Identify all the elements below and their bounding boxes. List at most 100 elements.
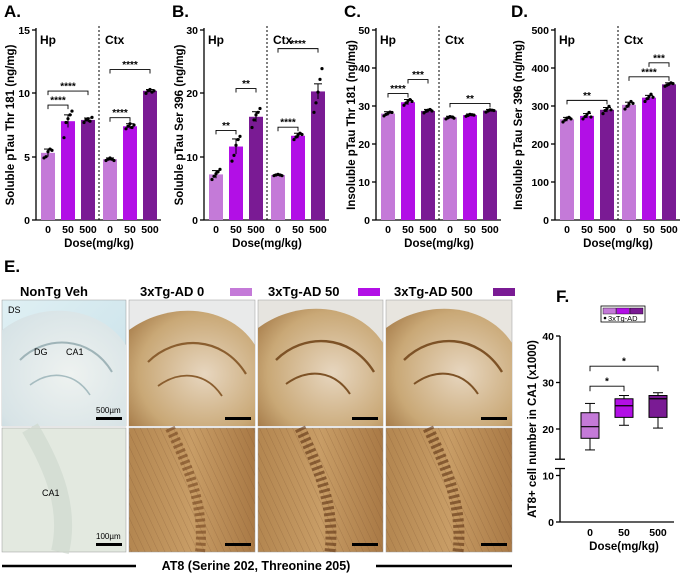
chart-b-bar bbox=[229, 146, 243, 220]
chart-d-data-point bbox=[585, 112, 589, 116]
chart-d-data-point bbox=[563, 118, 567, 122]
chart-c-ytick-label: 0 bbox=[364, 215, 370, 227]
chart-c-ylabel: Insoluble pTau Thr 181 (ng/mg) bbox=[346, 40, 358, 210]
chart-c-bar bbox=[401, 102, 415, 220]
chart-c-sig-bracket bbox=[387, 93, 409, 98]
chart-a-data-point bbox=[70, 109, 74, 113]
chart-b-sig-bracket bbox=[277, 48, 319, 53]
label-dg: DG bbox=[34, 347, 48, 357]
chart-b-data-point bbox=[218, 167, 222, 171]
chart-f-legend-swatch bbox=[629, 307, 644, 315]
chart-c-ytick-label: 40 bbox=[358, 63, 370, 75]
chart-a-xtick-label: 500 bbox=[79, 224, 97, 236]
chart-a-sig-label: **** bbox=[50, 96, 66, 107]
chart-f-legend-swatch bbox=[616, 307, 630, 315]
chart-b-data-point bbox=[252, 118, 256, 122]
chart-a-sig-label: **** bbox=[60, 82, 76, 93]
label-ca1-zoom: CA1 bbox=[42, 488, 60, 498]
header-3xtg-0: 3xTg-AD 0 bbox=[140, 284, 204, 299]
chart-c-bar bbox=[421, 110, 435, 220]
chart-a-ytick-label: 15 bbox=[18, 25, 30, 37]
chart-a-bar bbox=[123, 126, 137, 220]
chart-d-ytick-label: 500 bbox=[531, 25, 549, 37]
chart-d-data-point bbox=[603, 108, 607, 113]
chart-c-sig-label: **** bbox=[390, 84, 406, 95]
chart-b-data-point bbox=[318, 77, 322, 81]
chart-b-sig-label: ** bbox=[242, 79, 250, 90]
chart-a-ylabel: Soluble pTau Thr 181 (ng/mg) bbox=[5, 44, 17, 205]
chart-a-xlabel: Dose(mg/kg) bbox=[64, 238, 134, 250]
header-3xtg-50: 3xTg-AD 50 bbox=[268, 284, 340, 299]
panel-letter-a: A. bbox=[4, 2, 21, 21]
chart-d-region-hp: Hp bbox=[559, 33, 575, 47]
chart-d-sig-label: ** bbox=[583, 91, 591, 102]
scale-label-100um: 100µm bbox=[96, 532, 121, 541]
chart-b-data-point bbox=[254, 113, 258, 117]
chart-a-data-point bbox=[112, 158, 116, 163]
chart-a-sig-bracket bbox=[47, 90, 89, 96]
chart-a-ytick-label: 10 bbox=[18, 88, 30, 100]
chart-b-data-point bbox=[256, 110, 260, 114]
chart-a-sig-bracket bbox=[47, 104, 69, 110]
chart-c-ytick-label: 50 bbox=[358, 25, 370, 37]
chart-d-xtick-label: 500 bbox=[660, 224, 678, 236]
chart-f-sig-bracket bbox=[589, 365, 659, 372]
scale-bar-3xtg0-overview bbox=[225, 417, 251, 420]
chart-d-bar bbox=[642, 97, 656, 220]
chart-d-data-point bbox=[627, 102, 631, 106]
chart-a-sig-bracket bbox=[109, 69, 151, 74]
chart-b-data-point bbox=[296, 133, 300, 137]
chart-b-data-point bbox=[314, 101, 318, 105]
chart-b-data-point bbox=[234, 143, 238, 147]
chart-f-box bbox=[648, 395, 668, 418]
chart-a-xtick-label: 0 bbox=[45, 224, 51, 236]
chart-d-data-point bbox=[609, 108, 613, 112]
chart-c-bar bbox=[483, 110, 497, 220]
chart-b-xtick-label: 50 bbox=[292, 224, 304, 236]
panel-letter-b: B. bbox=[172, 2, 189, 21]
chart-d-xtick-label: 50 bbox=[581, 224, 593, 236]
chart-f-ytick-label: 30 bbox=[542, 378, 554, 390]
chart-c-data-point bbox=[408, 97, 412, 102]
chart-b-data-point bbox=[238, 134, 242, 138]
chart-b-ytick-label: 20 bbox=[186, 88, 198, 100]
chart-d-ytick-label: 400 bbox=[531, 63, 549, 75]
chart-d-bar bbox=[580, 115, 594, 220]
panel-letter-e: E. bbox=[4, 257, 20, 276]
chart-c-data-point bbox=[472, 113, 476, 117]
chart-d-sig-bracket bbox=[566, 99, 608, 105]
chart-d-data-point bbox=[601, 112, 605, 116]
label-ca1-overview: CA1 bbox=[66, 347, 84, 357]
micrograph-3xtg0-zoom bbox=[128, 425, 256, 553]
chart-d-data-point bbox=[625, 104, 629, 108]
chart-b-sig-label: **** bbox=[290, 39, 306, 50]
caption-bg bbox=[136, 557, 376, 574]
chart-b-region-ctx: Ctx bbox=[273, 33, 293, 47]
chart-b-data-point bbox=[292, 137, 296, 142]
chart-d-bar bbox=[600, 109, 614, 220]
chart-b-data-point bbox=[258, 106, 262, 111]
micrograph-3xtg50-zoom bbox=[257, 425, 384, 553]
scale-bar-500um bbox=[96, 417, 122, 420]
chart-b-sig-label: ** bbox=[222, 121, 230, 132]
chart-d-data-point bbox=[649, 92, 653, 96]
chart-b-ytick-label: 30 bbox=[186, 25, 198, 37]
chart-a-xtick-label: 50 bbox=[124, 224, 136, 236]
chart-d-data-point bbox=[561, 120, 565, 124]
chart-c-sig-label: ** bbox=[466, 94, 474, 105]
micrograph-3xtg500-zoom bbox=[385, 425, 513, 553]
chart-b-data-point bbox=[312, 110, 316, 114]
chart-f-ytick-label: 0 bbox=[548, 517, 554, 529]
chart-c-bar bbox=[443, 117, 457, 220]
header-3xtg-500: 3xTg-AD 500 bbox=[394, 284, 473, 299]
chart-b-sig-bracket bbox=[215, 129, 237, 135]
chart-a-region-hp: Hp bbox=[40, 33, 56, 47]
chart-f-xtick-label: 50 bbox=[618, 527, 630, 539]
chart-c-xtick-label: 50 bbox=[402, 224, 414, 236]
chart-b-data-point bbox=[250, 125, 254, 130]
chart-c-ytick-label: 10 bbox=[358, 177, 370, 189]
scale-label-500um: 500µm bbox=[96, 406, 121, 415]
chart-b-sig-bracket bbox=[235, 88, 257, 93]
